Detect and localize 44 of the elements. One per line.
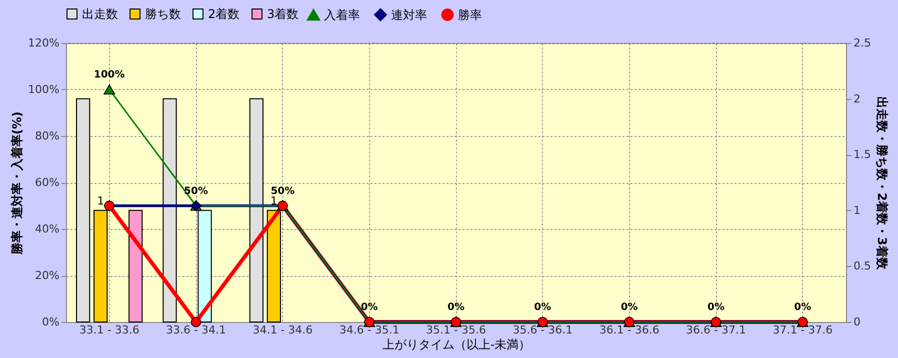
legend-label: 勝率 <box>458 8 482 22</box>
y-tick-label: 0% <box>42 316 60 328</box>
data-label: 0% <box>708 302 724 313</box>
data-label: 100% <box>94 70 125 80</box>
y2-tick-label: 0 <box>854 316 860 328</box>
x-tick-label: 34.1 - 34.6 <box>252 324 313 336</box>
legend-label: 勝ち数 <box>145 7 181 21</box>
y-tick-label: 60% <box>35 176 60 189</box>
x-tick-label: 36.6 - 37.1 <box>686 324 746 336</box>
x-tick-label: 33.1 - 33.6 <box>79 324 140 336</box>
y2-axis-title: 出走数・勝ち数・2着数・3着数 <box>874 96 889 270</box>
y2-tick-label: 2 <box>854 92 860 106</box>
data-label: 50% <box>270 186 295 197</box>
legend-label: 連対率 <box>391 8 427 22</box>
y2-tick-label: 1.5 <box>854 148 871 162</box>
legend-label: 3着数 <box>267 7 299 21</box>
x-tick-label: 35.6 - 36.1 <box>512 324 573 336</box>
data-label: 0% <box>794 302 812 313</box>
y2-tick-label: 1 <box>854 204 860 217</box>
x-tick-label: 34.6 - 35.1 <box>339 324 400 336</box>
point <box>190 316 202 328</box>
y2-tick-label: 0.5 <box>854 260 871 273</box>
data-label: 0% <box>534 302 552 313</box>
y-tick-label: 80% <box>35 130 60 142</box>
legend-label: 2着数 <box>208 7 240 21</box>
data-label: 1 <box>270 194 278 208</box>
x-tick-label: 35.1 - 35.6 <box>426 324 486 336</box>
x-tick-label: 36.1 - 36.6 <box>599 324 660 336</box>
y-tick-label: 100% <box>28 83 60 96</box>
data-label: 0% <box>448 302 464 313</box>
legend-label: 出走数 <box>82 7 118 21</box>
data-label: 0% <box>360 302 378 313</box>
legend-label: 入着率 <box>324 8 360 22</box>
x-axis-title: 上がりタイム（以上-未満） <box>382 338 531 352</box>
y-tick-label: 40% <box>35 222 60 236</box>
point <box>104 84 116 95</box>
y-tick-label: 20% <box>35 269 60 282</box>
data-label: 1 <box>97 194 104 208</box>
y-axis-title: 勝率・連対率・入着率(%) <box>10 112 24 256</box>
y-tick-label: 120% <box>28 36 60 50</box>
data-label: 0% <box>620 302 638 313</box>
x-tick-label: 37.1 - 37.6 <box>772 324 833 336</box>
y2-tick-label: 2.5 <box>854 36 871 50</box>
x-tick-label: 33.6 - 34.1 <box>166 324 226 336</box>
